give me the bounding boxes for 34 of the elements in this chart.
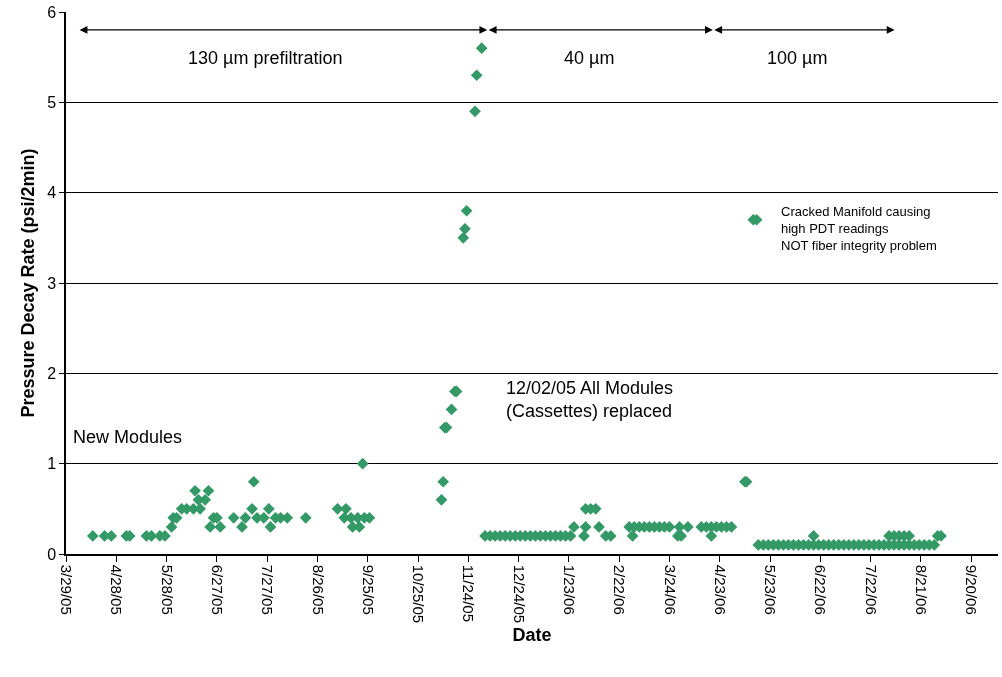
x-tick-label: 10/25/05 bbox=[410, 564, 428, 624]
annotation: New Modules bbox=[73, 427, 183, 447]
x-tick-label: 12/24/05 bbox=[510, 564, 528, 624]
annotation: 40 µm bbox=[564, 48, 615, 68]
y-tick-label: 6 bbox=[47, 3, 57, 21]
x-tick-label: 9/20/06 bbox=[963, 564, 981, 615]
y-tick-label: 2 bbox=[47, 364, 57, 382]
x-tick-label: 1/23/06 bbox=[561, 564, 579, 615]
x-tick-label: 5/28/05 bbox=[158, 564, 176, 615]
x-tick-label: 6/27/05 bbox=[208, 564, 226, 615]
x-tick-label: 3/29/05 bbox=[58, 564, 76, 615]
x-tick-label: 8/26/05 bbox=[309, 564, 327, 615]
x-axis-title: Date bbox=[512, 624, 552, 645]
x-tick-label: 6/22/06 bbox=[812, 564, 830, 615]
y-tick-label: 4 bbox=[47, 184, 57, 202]
x-tick-label: 11/24/05 bbox=[460, 564, 478, 623]
y-tick-label: 5 bbox=[47, 93, 57, 111]
x-tick-label: 5/23/06 bbox=[762, 564, 780, 615]
x-tick-label: 7/27/05 bbox=[259, 564, 277, 615]
x-tick-label: 2/22/06 bbox=[611, 564, 629, 615]
y-axis-title: Pressure Decay Rate (psi/2min) bbox=[17, 148, 38, 418]
x-tick-label: 3/24/06 bbox=[661, 564, 679, 615]
y-tick-label: 1 bbox=[47, 455, 57, 473]
annotation: Cracked Manifold causing high PDT readings NOT fiber integrity problem bbox=[781, 204, 937, 253]
x-tick-label: 4/28/05 bbox=[108, 564, 126, 615]
y-tick-label: 0 bbox=[47, 545, 57, 563]
x-tick-label: 7/22/06 bbox=[862, 564, 880, 615]
annotation: 12/02/05 All Modules (Cassettes) replaced bbox=[506, 378, 674, 422]
x-tick-label: 9/25/05 bbox=[359, 564, 377, 615]
annotation: 130 µm prefiltration bbox=[188, 48, 343, 68]
x-tick-label: 8/21/06 bbox=[913, 564, 931, 615]
x-tick-label: 4/23/06 bbox=[711, 564, 729, 615]
annotation: 100 µm bbox=[767, 48, 828, 68]
y-tick-label: 3 bbox=[47, 274, 57, 292]
